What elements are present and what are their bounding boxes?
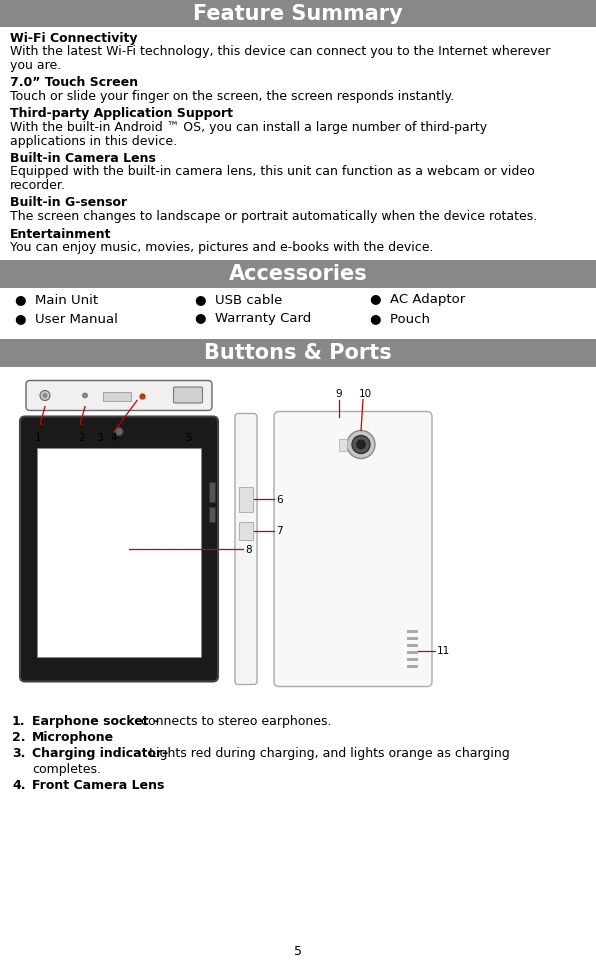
Text: Built-in G-sensor: Built-in G-sensor (10, 197, 127, 209)
Circle shape (42, 393, 48, 398)
Text: ●  Main Unit: ● Main Unit (15, 294, 98, 306)
Bar (37, 448, 201, 657)
FancyBboxPatch shape (20, 417, 218, 682)
Bar (0, 339, 596, 367)
Text: Lights red during charging, and lights orange as charging: Lights red during charging, and lights o… (149, 747, 510, 760)
Text: The screen changes to landscape or portrait automatically when the device rotate: The screen changes to landscape or portr… (10, 209, 537, 223)
Text: 8: 8 (245, 545, 252, 554)
Text: 4: 4 (111, 433, 117, 443)
Text: Feature Summary: Feature Summary (193, 4, 403, 24)
Text: With the built-in Android ™ OS, you can install a large number of third-party: With the built-in Android ™ OS, you can … (10, 121, 487, 134)
Bar (407, 643, 418, 647)
Bar (407, 665, 418, 668)
Text: Touch or slide your finger on the screen, the screen responds instantly.: Touch or slide your finger on the screen… (10, 90, 454, 103)
Text: Accessories: Accessories (229, 265, 367, 284)
Text: 3: 3 (96, 433, 103, 443)
Bar (0, 0, 596, 28)
Text: 3.: 3. (12, 747, 26, 760)
Text: ●  AC Adaptor: ● AC Adaptor (370, 294, 465, 306)
Text: Earphone socket –: Earphone socket – (32, 715, 159, 728)
FancyBboxPatch shape (274, 412, 432, 687)
Text: 6: 6 (276, 494, 283, 505)
Text: ●  Warranty Card: ● Warranty Card (195, 312, 311, 326)
Circle shape (356, 440, 366, 450)
Circle shape (82, 393, 88, 398)
FancyBboxPatch shape (26, 381, 212, 411)
Text: 7: 7 (276, 526, 283, 536)
Bar (0, 261, 596, 288)
FancyBboxPatch shape (173, 388, 203, 403)
Circle shape (352, 436, 370, 454)
Text: Wi-Fi Connectivity: Wi-Fi Connectivity (10, 32, 138, 45)
Text: Front Camera Lens: Front Camera Lens (32, 779, 164, 792)
Text: recorder.: recorder. (10, 179, 66, 192)
Bar (339, 439, 347, 451)
Bar (407, 630, 418, 633)
Text: You can enjoy music, movies, pictures and e-books with the device.: You can enjoy music, movies, pictures an… (10, 240, 433, 254)
Bar (407, 651, 418, 654)
Text: 11: 11 (437, 645, 450, 656)
Text: Microphone: Microphone (32, 731, 114, 744)
Circle shape (115, 428, 123, 436)
Text: 1.: 1. (12, 715, 26, 728)
Text: Built-in Camera Lens: Built-in Camera Lens (10, 152, 156, 165)
Text: 1: 1 (35, 433, 41, 443)
Text: 5: 5 (185, 433, 191, 443)
Text: connects to stereo earphones.: connects to stereo earphones. (137, 715, 331, 728)
Text: 10: 10 (358, 390, 371, 399)
Bar (239, 487, 253, 512)
Text: completes.: completes. (32, 763, 101, 776)
Text: ●  Pouch: ● Pouch (370, 312, 430, 326)
FancyBboxPatch shape (235, 414, 257, 685)
Text: ●  User Manual: ● User Manual (15, 312, 118, 326)
Text: applications in this device.: applications in this device. (10, 135, 177, 147)
Bar (407, 637, 418, 640)
Text: Third-party Application Support: Third-party Application Support (10, 108, 233, 120)
Text: 5: 5 (294, 945, 302, 957)
Text: you are.: you are. (10, 59, 61, 72)
Text: Equipped with the built-in camera lens, this unit can function as a webcam or vi: Equipped with the built-in camera lens, … (10, 166, 535, 178)
Text: ●  USB cable: ● USB cable (195, 294, 283, 306)
Text: Buttons & Ports: Buttons & Ports (204, 343, 392, 363)
Text: 4.: 4. (12, 779, 26, 792)
Text: Charging indicator–: Charging indicator– (32, 747, 168, 760)
Text: 2.: 2. (12, 731, 26, 744)
Bar (209, 482, 215, 502)
Circle shape (40, 391, 50, 401)
Bar (103, 392, 131, 401)
Circle shape (347, 431, 375, 459)
Bar (209, 507, 215, 522)
Text: Entertainment: Entertainment (10, 228, 111, 240)
Text: 9: 9 (336, 390, 342, 399)
Text: 2: 2 (79, 433, 85, 443)
Bar (239, 522, 253, 540)
Text: 7.0” Touch Screen: 7.0” Touch Screen (10, 77, 138, 89)
Text: With the latest Wi-Fi technology, this device can connect you to the Internet wh: With the latest Wi-Fi technology, this d… (10, 46, 550, 58)
Bar (407, 658, 418, 661)
